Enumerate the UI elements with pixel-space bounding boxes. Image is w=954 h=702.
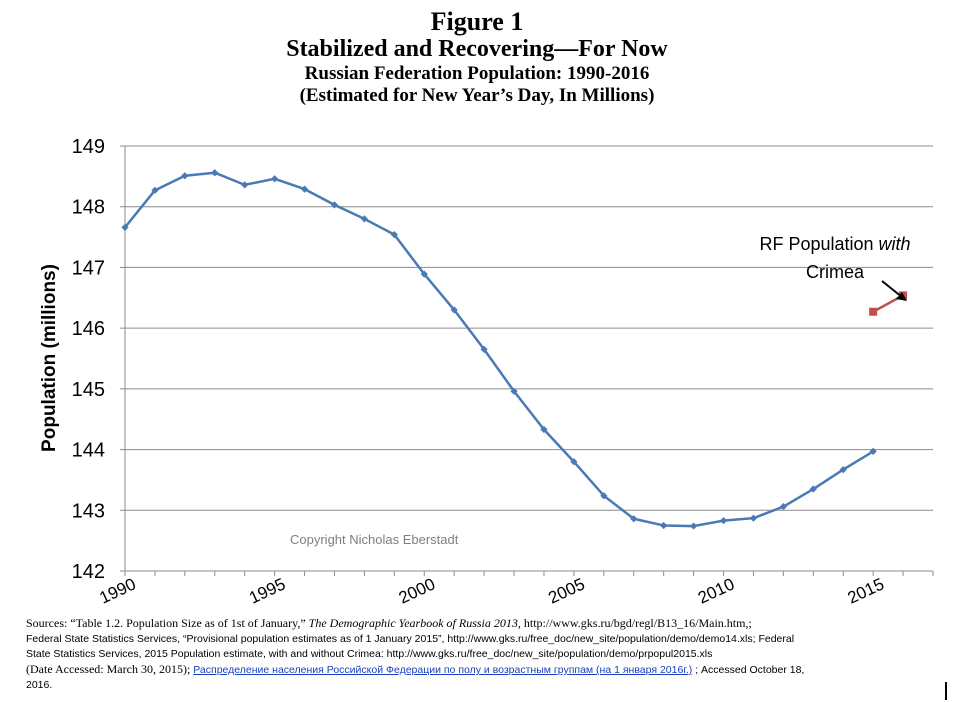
x-axis-ticks: 1990 1995 2000 2005 2010 2015 — [97, 571, 934, 608]
sources-line-2: Federal State Statistics Services, “Prov… — [26, 633, 795, 645]
data-point — [241, 181, 249, 189]
sources-line-4: (Date Accessed: March 30, 2015); Распред… — [26, 662, 805, 676]
figure-headline: Stabilized and Recovering—For Now — [286, 36, 668, 62]
data-point — [540, 425, 548, 434]
data-point — [480, 345, 488, 353]
data-point — [181, 172, 189, 180]
data-point — [570, 458, 578, 466]
y-axis-ticks: 142 143 144 145 146 147 148 149 — [72, 136, 125, 583]
rosstat-source-link[interactable]: Распределение населения Российской Федер… — [193, 664, 693, 676]
x-tick-label: 2010 — [695, 574, 737, 607]
data-point — [600, 492, 608, 500]
y-tick-label: 149 — [72, 136, 105, 158]
chart-title: Russian Federation Population: 1990-2016 — [304, 63, 650, 84]
data-point — [151, 186, 159, 194]
annotation-crimea-line1: RF Population with — [759, 234, 910, 254]
data-point — [390, 231, 398, 239]
data-point — [271, 175, 279, 183]
x-tick-label: 2015 — [845, 574, 887, 607]
y-tick-label: 148 — [72, 197, 105, 219]
sources-line-1: Sources: “Table 1.2. Population Size as … — [26, 616, 752, 630]
text-cursor-mark — [945, 682, 947, 700]
y-tick-label: 145 — [72, 379, 105, 401]
figure-header: Figure 1 Stabilized and Recovering—For N… — [0, 8, 954, 107]
sources-line-3: State Statistics Services, 2015 Populati… — [26, 648, 713, 660]
data-point — [121, 223, 129, 231]
data-point — [779, 503, 787, 511]
y-tick-label: 143 — [72, 500, 105, 522]
data-point — [450, 306, 458, 314]
data-point — [719, 517, 728, 525]
data-point — [420, 270, 428, 278]
y-tick-label: 142 — [72, 561, 105, 583]
population-line — [124, 171, 874, 528]
data-point — [809, 485, 817, 493]
data-point — [360, 215, 369, 223]
annotation-crimea-line2: Crimea — [806, 262, 865, 282]
data-point — [510, 387, 518, 395]
y-tick-label: 144 — [72, 440, 105, 462]
axes — [124, 146, 933, 572]
chart-subtitle: (Estimated for New Year’s Day, In Millio… — [299, 85, 655, 106]
crimea-data-point — [869, 307, 878, 316]
data-point — [749, 514, 758, 522]
data-point — [300, 185, 309, 193]
sources-note: Sources: “Table 1.2. Population Size as … — [26, 616, 926, 693]
x-tick-label: 1995 — [246, 574, 288, 607]
x-tick-label: 2000 — [396, 574, 438, 607]
sources-line-5: 2016. — [26, 679, 53, 691]
data-point — [869, 447, 877, 455]
data-point — [660, 521, 668, 530]
copyright-note: Copyright Nicholas Eberstadt — [290, 532, 459, 547]
data-point — [211, 169, 219, 177]
figure-label: Figure 1 — [430, 7, 524, 36]
y-tick-label: 146 — [72, 318, 105, 340]
annotation-arrow — [881, 280, 907, 301]
data-point — [630, 515, 638, 523]
gridlines — [125, 145, 933, 572]
data-point — [689, 522, 698, 530]
y-axis-label: Population (millions) — [39, 264, 60, 452]
x-tick-label: 2005 — [545, 574, 587, 607]
data-point — [839, 466, 847, 474]
data-point — [330, 201, 339, 209]
y-tick-label: 147 — [72, 257, 105, 279]
data-series — [121, 169, 908, 530]
